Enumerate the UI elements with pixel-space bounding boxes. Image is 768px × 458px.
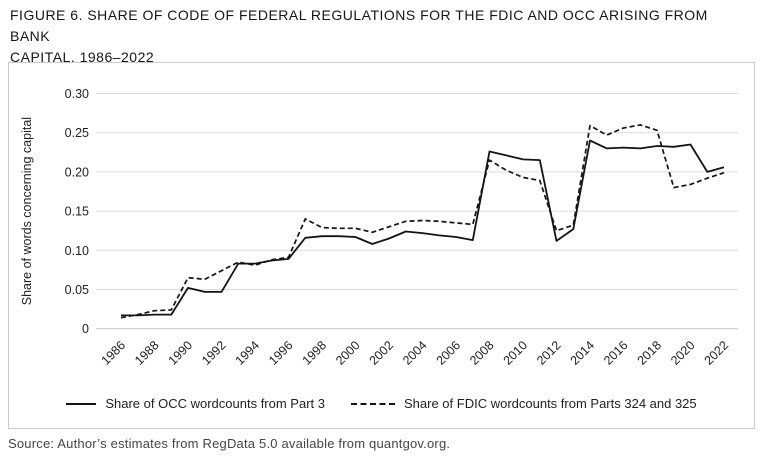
figure-title: FIGURE 6. SHARE OF CODE OF FEDERAL REGUL… xyxy=(10,5,730,68)
occ-series-line xyxy=(121,139,725,317)
y-axis-title: Share of words concerning capital xyxy=(20,117,34,305)
x-tick-label: 2016 xyxy=(601,338,631,368)
y-axis-tick-labels: 0 0.05 0.10 0.15 0.20 0.25 0.30 xyxy=(65,87,89,336)
x-tick-label: 1994 xyxy=(233,338,263,368)
x-tick-label: 2006 xyxy=(434,338,464,368)
figure-title-line2: CAPITAL, 1986–2022 xyxy=(10,49,155,65)
x-tick-label: 1988 xyxy=(132,338,162,368)
y-tick-label: 0.20 xyxy=(65,165,89,179)
chart-legend: Share of OCC wordcounts from Part 3 Shar… xyxy=(9,396,754,411)
source-text: Source: Author’s estimates from RegData … xyxy=(8,436,451,451)
x-tick-label: 2004 xyxy=(400,338,430,368)
gridlines xyxy=(96,93,738,330)
x-tick-label: 2014 xyxy=(568,338,598,368)
legend-item-fdic: Share of FDIC wordcounts from Parts 324 … xyxy=(351,396,697,411)
x-tick-label: 2018 xyxy=(635,338,665,368)
x-tick-label: 2022 xyxy=(702,338,732,368)
y-tick-label: 0.05 xyxy=(65,283,89,297)
y-tick-label: 0.15 xyxy=(65,205,89,219)
x-tick-label: 1998 xyxy=(300,338,330,368)
x-tick-label: 1990 xyxy=(166,338,196,368)
y-tick-label: 0.30 xyxy=(65,87,89,101)
legend-label-occ: Share of OCC wordcounts from Part 3 xyxy=(105,396,325,411)
x-tick-label: 2012 xyxy=(534,338,564,368)
x-axis-tick-labels: 1986 1988 1990 1992 1994 1996 1998 2000 2002 2004… xyxy=(99,338,732,368)
y-tick-label: 0 xyxy=(82,322,89,336)
x-tick-label: 1992 xyxy=(199,338,229,368)
x-tick-label: 1996 xyxy=(266,338,296,368)
legend-item-occ: Share of OCC wordcounts from Part 3 xyxy=(66,396,325,411)
x-tick-label: 2000 xyxy=(333,338,363,368)
y-tick-label: 0.25 xyxy=(65,126,89,140)
x-tick-label: 2010 xyxy=(501,338,531,368)
y-tick-label: 0.10 xyxy=(65,244,89,258)
figure-title-line1: FIGURE 6. SHARE OF CODE OF FEDERAL REGUL… xyxy=(10,7,708,44)
fdic-series-line xyxy=(120,124,725,319)
x-tick-label: 2008 xyxy=(467,338,497,368)
occ-line-sample xyxy=(66,402,97,405)
legend-label-fdic: Share of FDIC wordcounts from Parts 324 … xyxy=(404,396,697,411)
fdic-line-sample xyxy=(351,402,395,405)
chart-box: 0 0.05 0.10 0.15 0.20 0.25 0.30 1986 1988 1990 199… xyxy=(8,62,755,429)
x-tick-label: 2002 xyxy=(367,338,397,368)
x-tick-label: 1986 xyxy=(99,338,129,368)
x-tick-label: 2020 xyxy=(668,338,698,368)
